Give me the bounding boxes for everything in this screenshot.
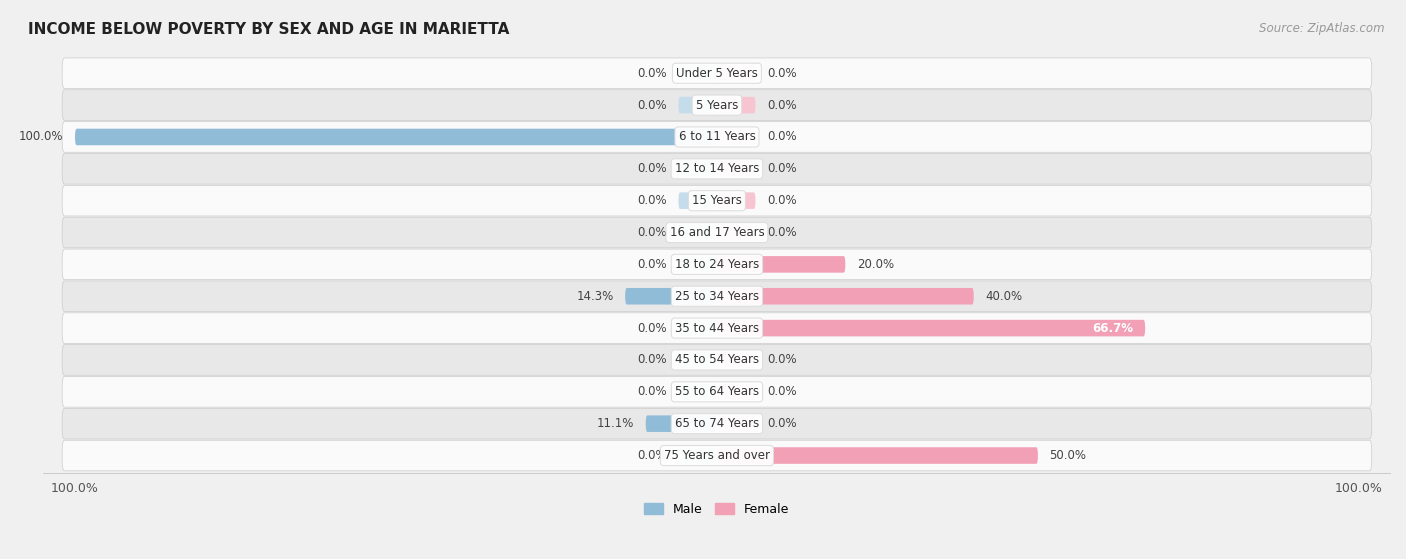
FancyBboxPatch shape bbox=[717, 320, 1144, 337]
Text: 0.0%: 0.0% bbox=[637, 226, 666, 239]
Text: 0.0%: 0.0% bbox=[637, 321, 666, 335]
Text: 0.0%: 0.0% bbox=[768, 385, 797, 399]
Text: 45 to 54 Years: 45 to 54 Years bbox=[675, 353, 759, 367]
FancyBboxPatch shape bbox=[679, 192, 717, 209]
FancyBboxPatch shape bbox=[62, 217, 1372, 248]
Text: 5 Years: 5 Years bbox=[696, 98, 738, 112]
Text: 0.0%: 0.0% bbox=[637, 353, 666, 367]
FancyBboxPatch shape bbox=[717, 160, 755, 177]
FancyBboxPatch shape bbox=[717, 129, 755, 145]
FancyBboxPatch shape bbox=[717, 97, 755, 113]
FancyBboxPatch shape bbox=[717, 383, 755, 400]
Text: 66.7%: 66.7% bbox=[1092, 321, 1133, 335]
Text: 0.0%: 0.0% bbox=[768, 130, 797, 144]
FancyBboxPatch shape bbox=[679, 256, 717, 273]
Text: 11.1%: 11.1% bbox=[596, 417, 634, 430]
Text: 18 to 24 Years: 18 to 24 Years bbox=[675, 258, 759, 271]
Text: 6 to 11 Years: 6 to 11 Years bbox=[679, 130, 755, 144]
Text: 0.0%: 0.0% bbox=[768, 67, 797, 80]
FancyBboxPatch shape bbox=[717, 224, 755, 241]
FancyBboxPatch shape bbox=[62, 377, 1372, 407]
FancyBboxPatch shape bbox=[62, 409, 1372, 439]
FancyBboxPatch shape bbox=[679, 352, 717, 368]
FancyBboxPatch shape bbox=[679, 97, 717, 113]
Text: Source: ZipAtlas.com: Source: ZipAtlas.com bbox=[1260, 22, 1385, 35]
FancyBboxPatch shape bbox=[717, 415, 755, 432]
FancyBboxPatch shape bbox=[679, 320, 717, 337]
Text: 40.0%: 40.0% bbox=[986, 290, 1022, 303]
Text: 25 to 34 Years: 25 to 34 Years bbox=[675, 290, 759, 303]
FancyBboxPatch shape bbox=[717, 352, 755, 368]
Text: 50.0%: 50.0% bbox=[1049, 449, 1087, 462]
Text: 75 Years and over: 75 Years and over bbox=[664, 449, 770, 462]
Text: 20.0%: 20.0% bbox=[856, 258, 894, 271]
FancyBboxPatch shape bbox=[62, 122, 1372, 152]
Text: 0.0%: 0.0% bbox=[637, 162, 666, 176]
FancyBboxPatch shape bbox=[62, 186, 1372, 216]
Text: 35 to 44 Years: 35 to 44 Years bbox=[675, 321, 759, 335]
FancyBboxPatch shape bbox=[645, 415, 717, 432]
Text: INCOME BELOW POVERTY BY SEX AND AGE IN MARIETTA: INCOME BELOW POVERTY BY SEX AND AGE IN M… bbox=[28, 22, 509, 37]
Text: 100.0%: 100.0% bbox=[18, 130, 63, 144]
Text: 0.0%: 0.0% bbox=[768, 194, 797, 207]
Text: 12 to 14 Years: 12 to 14 Years bbox=[675, 162, 759, 176]
FancyBboxPatch shape bbox=[717, 288, 974, 305]
FancyBboxPatch shape bbox=[679, 447, 717, 464]
Text: 16 and 17 Years: 16 and 17 Years bbox=[669, 226, 765, 239]
Text: 14.3%: 14.3% bbox=[576, 290, 613, 303]
FancyBboxPatch shape bbox=[62, 313, 1372, 343]
FancyBboxPatch shape bbox=[62, 440, 1372, 471]
FancyBboxPatch shape bbox=[679, 160, 717, 177]
FancyBboxPatch shape bbox=[679, 224, 717, 241]
FancyBboxPatch shape bbox=[62, 154, 1372, 184]
Text: 65 to 74 Years: 65 to 74 Years bbox=[675, 417, 759, 430]
Text: 0.0%: 0.0% bbox=[637, 449, 666, 462]
Text: 0.0%: 0.0% bbox=[637, 385, 666, 399]
FancyBboxPatch shape bbox=[62, 281, 1372, 311]
Text: 0.0%: 0.0% bbox=[637, 258, 666, 271]
Text: 0.0%: 0.0% bbox=[768, 226, 797, 239]
Text: 0.0%: 0.0% bbox=[768, 98, 797, 112]
Text: 0.0%: 0.0% bbox=[768, 162, 797, 176]
FancyBboxPatch shape bbox=[679, 65, 717, 82]
FancyBboxPatch shape bbox=[62, 249, 1372, 280]
FancyBboxPatch shape bbox=[717, 65, 755, 82]
Text: 0.0%: 0.0% bbox=[637, 194, 666, 207]
Text: Under 5 Years: Under 5 Years bbox=[676, 67, 758, 80]
Legend: Male, Female: Male, Female bbox=[640, 498, 794, 520]
Text: 15 Years: 15 Years bbox=[692, 194, 742, 207]
FancyBboxPatch shape bbox=[62, 58, 1372, 88]
Text: 0.0%: 0.0% bbox=[768, 417, 797, 430]
Text: 0.0%: 0.0% bbox=[637, 98, 666, 112]
Text: 55 to 64 Years: 55 to 64 Years bbox=[675, 385, 759, 399]
FancyBboxPatch shape bbox=[679, 383, 717, 400]
FancyBboxPatch shape bbox=[626, 288, 717, 305]
Text: 0.0%: 0.0% bbox=[637, 67, 666, 80]
FancyBboxPatch shape bbox=[75, 129, 717, 145]
FancyBboxPatch shape bbox=[717, 447, 1038, 464]
FancyBboxPatch shape bbox=[717, 256, 845, 273]
FancyBboxPatch shape bbox=[62, 345, 1372, 375]
Text: 0.0%: 0.0% bbox=[768, 353, 797, 367]
FancyBboxPatch shape bbox=[62, 90, 1372, 120]
FancyBboxPatch shape bbox=[717, 192, 755, 209]
